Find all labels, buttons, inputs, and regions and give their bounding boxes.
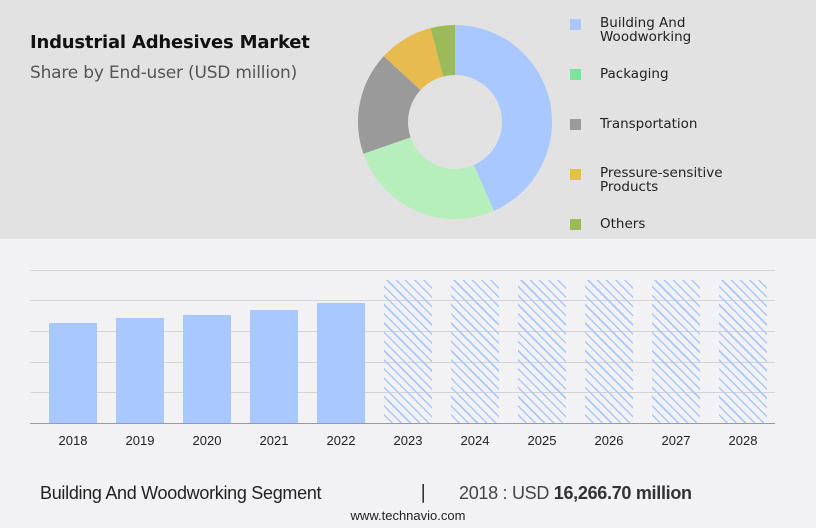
x-axis-baseline bbox=[30, 423, 775, 424]
x-axis-label: 2020 bbox=[192, 433, 222, 448]
bar-chart: 2018 2019 2020 2021 2022 2023 2024 2025 2026 2027… bbox=[0, 239, 816, 528]
bar-2022 bbox=[317, 303, 365, 423]
legend-swatch bbox=[570, 119, 581, 130]
donut-panel: Industrial Adhesives Market Share by End… bbox=[0, 0, 816, 239]
forecast-bar-2024 bbox=[451, 280, 499, 423]
segment-value: 2018 : USD 16,266.70 million bbox=[459, 483, 692, 504]
forecast-bar-2023 bbox=[384, 280, 432, 423]
x-axis-label: 2023 bbox=[393, 433, 423, 448]
bar-2021 bbox=[250, 310, 298, 423]
legend-swatch bbox=[570, 69, 581, 80]
legend-swatch bbox=[570, 169, 581, 180]
donut-slice-pressure-sensitive-products bbox=[383, 28, 444, 91]
x-axis-label: 2021 bbox=[259, 433, 289, 448]
footer-separator: | bbox=[420, 481, 427, 503]
legend-swatch bbox=[570, 19, 581, 30]
segment-label: Building And Woodworking Segment bbox=[40, 483, 322, 503]
x-axis-label: 2022 bbox=[326, 433, 356, 448]
x-axis-label: 2026 bbox=[594, 433, 624, 448]
legend-label: Others bbox=[600, 216, 646, 232]
bar-2018 bbox=[49, 323, 97, 423]
x-axis-label: 2019 bbox=[125, 433, 155, 448]
segment-year-prefix: 2018 : USD bbox=[459, 483, 554, 503]
bar-2019 bbox=[116, 318, 164, 423]
chart-subtitle: Share by End-user (USD million) bbox=[30, 63, 298, 83]
chart-title: Industrial Adhesives Market bbox=[30, 32, 310, 53]
forecast-bar-2028 bbox=[719, 280, 767, 423]
x-axis-label: 2027 bbox=[661, 433, 691, 448]
gridline bbox=[30, 270, 775, 271]
legend-label: Transportation bbox=[600, 116, 698, 132]
bar-2020 bbox=[183, 314, 231, 423]
legend-label: Pressure-sensitive Products bbox=[600, 165, 723, 195]
donut-slice-transportation bbox=[358, 56, 421, 154]
segment-value-amount: 16,266.70 million bbox=[553, 483, 692, 503]
x-axis-label: 2018 bbox=[58, 433, 88, 448]
x-axis-label: 2025 bbox=[527, 433, 557, 448]
forecast-bar-2027 bbox=[652, 280, 700, 423]
legend-label: Building And Woodworking bbox=[600, 15, 692, 45]
x-axis-label: 2028 bbox=[728, 433, 758, 448]
donut-slice-packaging bbox=[363, 137, 494, 219]
donut-slice-others bbox=[430, 25, 455, 77]
source-url: www.technavio.com bbox=[350, 508, 466, 523]
forecast-bar-2026 bbox=[585, 280, 633, 423]
legend-label: Packaging bbox=[600, 66, 669, 82]
legend-swatch bbox=[570, 219, 581, 230]
forecast-bar-2025 bbox=[518, 280, 566, 423]
donut-slice-building-and-woodworking bbox=[455, 25, 552, 211]
donut-chart bbox=[358, 25, 552, 219]
x-axis-label: 2024 bbox=[460, 433, 490, 448]
legend: Building And Woodworking Packaging Transpor… bbox=[570, 0, 810, 239]
